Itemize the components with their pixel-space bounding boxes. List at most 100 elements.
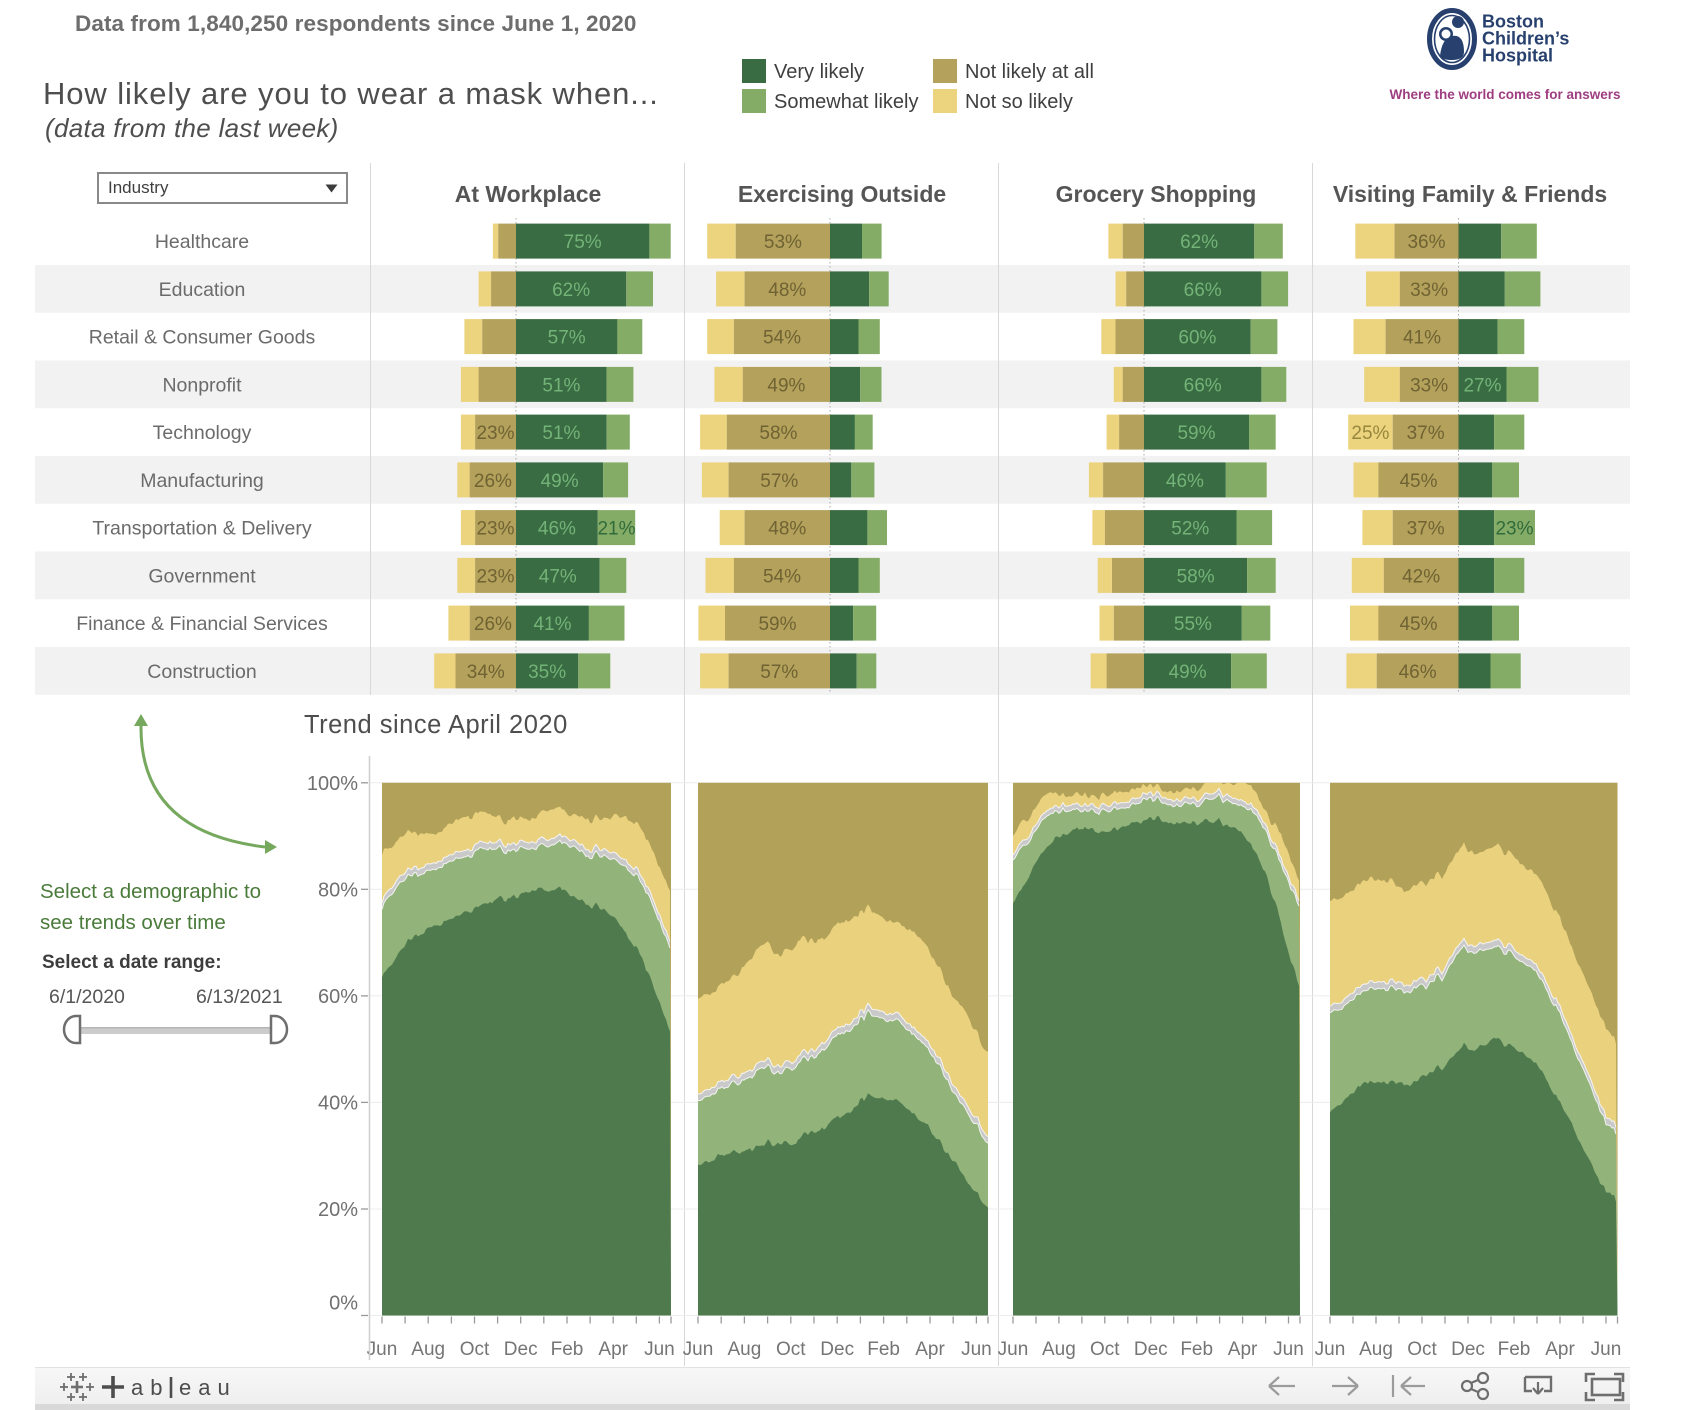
svg-text:41%: 41% [1403, 328, 1441, 349]
svg-text:49%: 49% [1169, 662, 1207, 683]
svg-text:Jun: Jun [1315, 1339, 1346, 1360]
svg-text:47%: 47% [539, 566, 577, 587]
svg-text:Healthcare: Healthcare [155, 231, 249, 253]
svg-text:45%: 45% [1399, 614, 1437, 635]
svg-text:Feb: Feb [1498, 1339, 1531, 1360]
svg-text:34%: 34% [467, 662, 505, 683]
svg-text:Aug: Aug [1359, 1339, 1393, 1360]
svg-text:57%: 57% [760, 662, 798, 683]
svg-text:49%: 49% [767, 375, 805, 396]
svg-text:Nonprofit: Nonprofit [162, 374, 242, 396]
svg-text:51%: 51% [542, 375, 580, 396]
svg-text:33%: 33% [1410, 375, 1448, 396]
svg-text:Oct: Oct [460, 1339, 490, 1360]
svg-text:62%: 62% [552, 280, 590, 301]
svg-text:26%: 26% [474, 614, 512, 635]
svg-text:62%: 62% [1180, 232, 1218, 253]
svg-text:42%: 42% [1402, 566, 1440, 587]
svg-text:59%: 59% [1177, 423, 1215, 444]
svg-text:26%: 26% [474, 471, 512, 492]
svg-text:Dec: Dec [820, 1339, 854, 1360]
svg-text:Jun: Jun [961, 1339, 992, 1360]
svg-text:Government: Government [148, 565, 256, 587]
svg-text:53%: 53% [764, 232, 802, 253]
svg-text:57%: 57% [548, 328, 586, 349]
svg-text:36%: 36% [1407, 232, 1445, 253]
svg-text:Finance & Financial Services: Finance & Financial Services [76, 613, 328, 635]
svg-text:Construction: Construction [147, 661, 256, 683]
svg-text:51%: 51% [542, 423, 580, 444]
svg-text:Transportation & Delivery: Transportation & Delivery [92, 518, 312, 540]
svg-text:eau: eau [179, 1375, 237, 1400]
svg-text:Aug: Aug [727, 1339, 761, 1360]
svg-text:Dec: Dec [1451, 1339, 1485, 1360]
svg-text:Dec: Dec [1134, 1339, 1168, 1360]
svg-text:60%: 60% [1178, 328, 1216, 349]
svg-text:54%: 54% [763, 328, 801, 349]
svg-text:Retail & Consumer Goods: Retail & Consumer Goods [89, 327, 316, 349]
svg-text:66%: 66% [1184, 375, 1222, 396]
svg-text:59%: 59% [758, 614, 796, 635]
svg-text:100%: 100% [307, 773, 358, 795]
svg-text:Boston: Boston [1482, 12, 1544, 32]
svg-text:Jun: Jun [1591, 1339, 1622, 1360]
svg-text:Visiting Family & Friends: Visiting Family & Friends [1333, 181, 1607, 207]
svg-text:Hospital: Hospital [1482, 46, 1553, 66]
svg-text:Feb: Feb [551, 1339, 584, 1360]
svg-text:Oct: Oct [1090, 1339, 1120, 1360]
svg-text:Grocery Shopping: Grocery Shopping [1056, 181, 1257, 207]
svg-text:46%: 46% [538, 519, 576, 540]
svg-text:49%: 49% [541, 471, 579, 492]
svg-text:Children’s: Children’s [1482, 29, 1569, 49]
svg-text:23%: 23% [476, 519, 514, 540]
svg-text:46%: 46% [1166, 471, 1204, 492]
svg-text:75%: 75% [564, 232, 602, 253]
svg-text:0%: 0% [329, 1293, 358, 1315]
svg-text:Apr: Apr [1228, 1339, 1258, 1360]
svg-text:Jun: Jun [644, 1339, 675, 1360]
svg-text:ab: ab [131, 1375, 169, 1400]
svg-text:58%: 58% [759, 423, 797, 444]
svg-text:41%: 41% [533, 614, 571, 635]
svg-text:At Workplace: At Workplace [455, 181, 602, 207]
svg-text:23%: 23% [1495, 519, 1533, 540]
svg-text:45%: 45% [1399, 471, 1437, 492]
svg-text:Jun: Jun [683, 1339, 714, 1360]
svg-text:33%: 33% [1410, 280, 1448, 301]
svg-text:25%: 25% [1351, 423, 1389, 444]
svg-text:Education: Education [159, 279, 246, 301]
svg-text:21%: 21% [597, 519, 635, 540]
svg-text:55%: 55% [1174, 614, 1212, 635]
svg-text:54%: 54% [763, 566, 801, 587]
svg-text:Apr: Apr [1545, 1339, 1575, 1360]
svg-text:Jun: Jun [1273, 1339, 1304, 1360]
svg-text:58%: 58% [1177, 566, 1215, 587]
svg-text:37%: 37% [1407, 423, 1445, 444]
svg-text:Apr: Apr [598, 1339, 628, 1360]
svg-text:40%: 40% [318, 1092, 358, 1114]
svg-text:23%: 23% [476, 566, 514, 587]
svg-text:27%: 27% [1463, 375, 1501, 396]
svg-text:Dec: Dec [504, 1339, 538, 1360]
svg-text:37%: 37% [1407, 519, 1445, 540]
svg-text:Manufacturing: Manufacturing [140, 470, 264, 492]
svg-text:57%: 57% [760, 471, 798, 492]
svg-text:20%: 20% [318, 1199, 358, 1221]
svg-text:Jun: Jun [998, 1339, 1029, 1360]
svg-text:Exercising Outside: Exercising Outside [738, 181, 946, 207]
svg-text:35%: 35% [528, 662, 566, 683]
svg-text:Technology: Technology [153, 422, 252, 444]
svg-text:23%: 23% [476, 423, 514, 444]
svg-text:Apr: Apr [915, 1339, 945, 1360]
svg-text:Jun: Jun [367, 1339, 398, 1360]
svg-text:Feb: Feb [1180, 1339, 1213, 1360]
svg-text:46%: 46% [1399, 662, 1437, 683]
svg-text:48%: 48% [768, 519, 806, 540]
svg-text:Oct: Oct [1407, 1339, 1437, 1360]
svg-text:Feb: Feb [867, 1339, 900, 1360]
svg-text:52%: 52% [1171, 519, 1209, 540]
svg-text:66%: 66% [1184, 280, 1222, 301]
svg-text:48%: 48% [768, 280, 806, 301]
svg-text:60%: 60% [318, 986, 358, 1008]
svg-text:Aug: Aug [411, 1339, 445, 1360]
